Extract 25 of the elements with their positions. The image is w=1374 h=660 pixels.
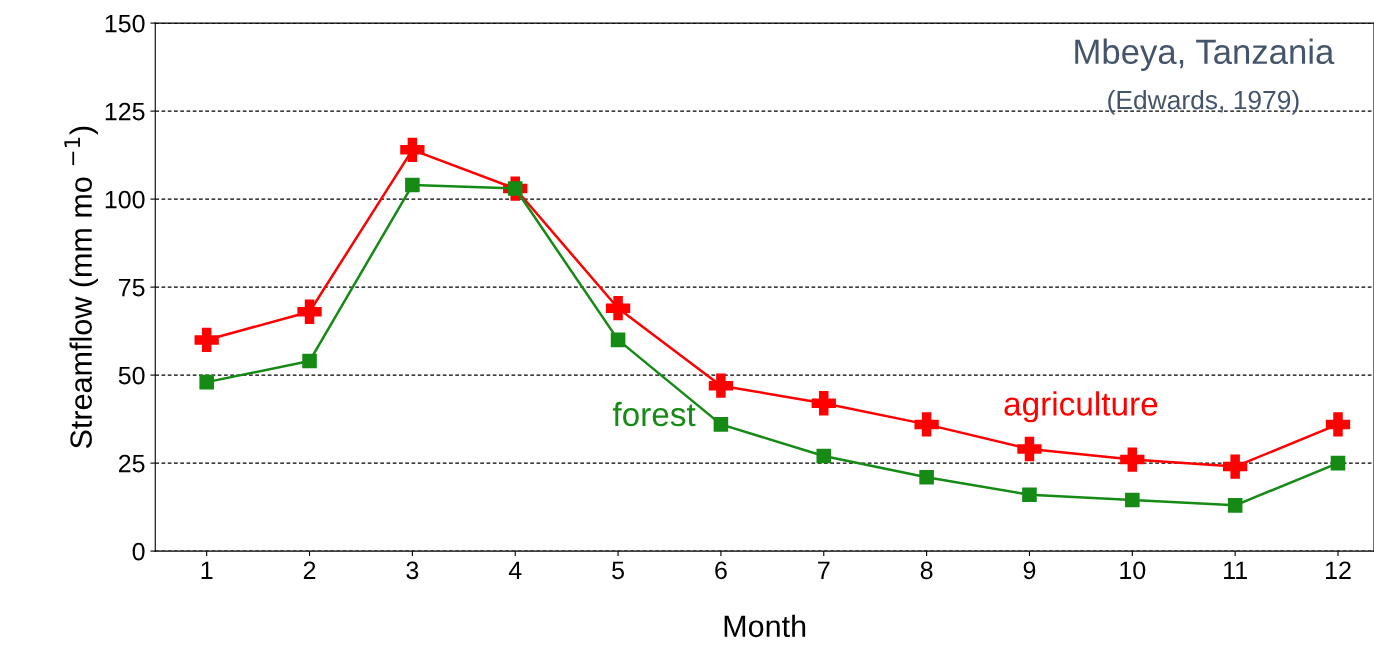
x-axis-title: Month bbox=[724, 614, 806, 638]
y-tick-label: 100 bbox=[105, 190, 145, 209]
chart-title: Mbeya, Tanzania bbox=[1075, 38, 1335, 71]
y-tick-label: 25 bbox=[118, 454, 145, 473]
x-tick-label: 11 bbox=[1224, 561, 1247, 579]
y-axis-title: Streamflow (mm mo $^{−1}$) bbox=[64, 126, 98, 449]
x-tick-label: 3 bbox=[406, 561, 419, 580]
series-label: agriculture bbox=[1004, 391, 1158, 423]
series-label: forest bbox=[612, 401, 696, 427]
x-tick-label: 8 bbox=[920, 561, 933, 580]
x-tick-label: 4 bbox=[508, 561, 522, 579]
y-tick-label: 125 bbox=[105, 102, 145, 121]
x-tick-label: 10 bbox=[1120, 561, 1146, 580]
x-tick-label: 7 bbox=[818, 561, 830, 579]
text: (Edwards, 1979) bbox=[1108, 90, 1299, 115]
x-tick-label: 9 bbox=[1023, 561, 1036, 580]
y-tick-label: 0 bbox=[132, 542, 145, 561]
y-tick-label: 150 bbox=[105, 14, 145, 33]
x-tick-label: 1 bbox=[201, 561, 213, 579]
x-tick-label: 2 bbox=[303, 561, 316, 579]
x-tick-label: 12 bbox=[1326, 561, 1351, 579]
y-tick-label: 50 bbox=[118, 366, 145, 385]
y-tick-label: 75 bbox=[119, 278, 145, 297]
x-tick-label: 6 bbox=[715, 561, 727, 580]
x-tick-label: 5 bbox=[612, 561, 624, 580]
